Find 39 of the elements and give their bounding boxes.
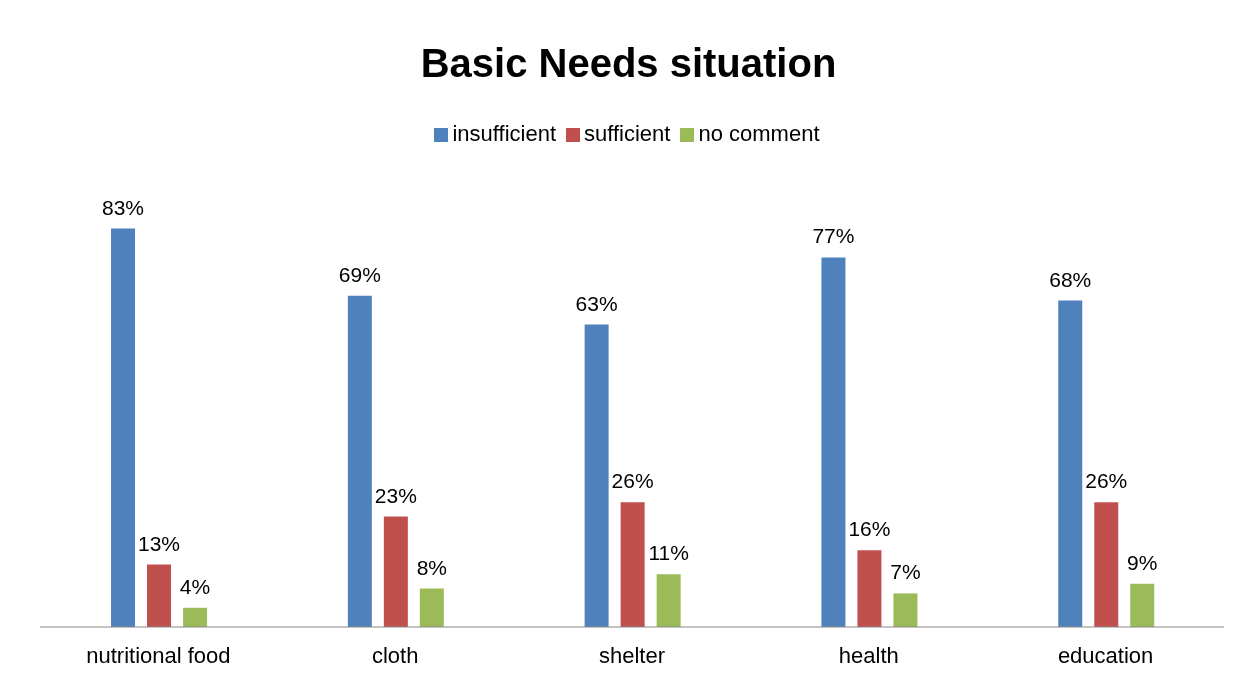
data-label: 4% bbox=[179, 574, 211, 598]
data-label: 77% bbox=[812, 224, 855, 248]
x-tick-label: nutritional food bbox=[86, 642, 231, 668]
data-label: 23% bbox=[374, 483, 417, 507]
bar bbox=[620, 502, 645, 627]
bar bbox=[1058, 300, 1083, 627]
data-label: 13% bbox=[138, 531, 181, 555]
bar bbox=[584, 324, 609, 627]
data-label: 63% bbox=[575, 291, 618, 315]
bar bbox=[893, 593, 918, 627]
data-label: 9% bbox=[1127, 550, 1158, 574]
x-tick-label: education bbox=[1057, 642, 1154, 668]
bar bbox=[821, 257, 846, 627]
bar bbox=[183, 607, 208, 627]
data-label: 26% bbox=[611, 469, 654, 493]
data-label: 83% bbox=[102, 195, 145, 219]
bar bbox=[1094, 502, 1119, 627]
data-label: 69% bbox=[338, 262, 381, 286]
data-label: 11% bbox=[648, 541, 689, 565]
bar bbox=[111, 228, 136, 627]
x-tick-label: cloth bbox=[371, 642, 419, 668]
bar bbox=[656, 574, 681, 627]
x-tick-label: health bbox=[838, 642, 899, 668]
legend-label: sufficient bbox=[584, 121, 671, 146]
bar bbox=[857, 550, 882, 627]
bar bbox=[347, 295, 372, 627]
data-label: 16% bbox=[848, 517, 891, 541]
data-label: 26% bbox=[1085, 469, 1128, 493]
data-label: 7% bbox=[890, 560, 921, 584]
bar bbox=[383, 516, 408, 627]
x-tick-label: shelter bbox=[598, 642, 666, 668]
bar bbox=[419, 588, 444, 627]
legend-label: insufficient bbox=[452, 121, 557, 146]
bar bbox=[1130, 583, 1155, 627]
bar bbox=[147, 564, 172, 627]
data-label: 8% bbox=[416, 555, 448, 579]
legend-label: no comment bbox=[698, 121, 820, 146]
chart-title: Basic Needs situation bbox=[420, 41, 837, 86]
data-label: 68% bbox=[1049, 267, 1092, 291]
